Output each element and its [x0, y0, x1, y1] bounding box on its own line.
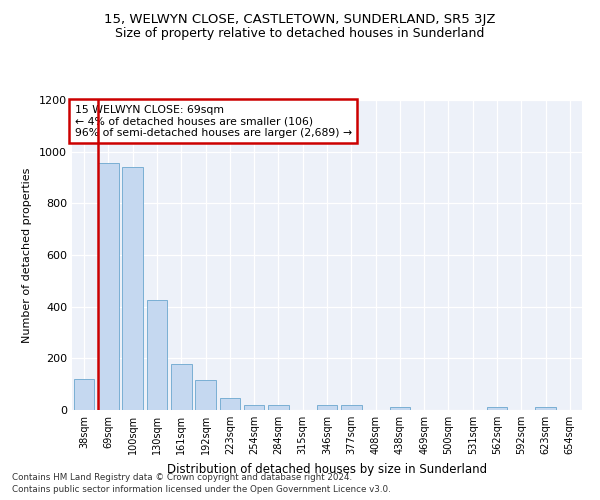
Bar	[487, 408, 508, 410]
Bar	[389, 408, 410, 410]
Text: Contains public sector information licensed under the Open Government Licence v3: Contains public sector information licen…	[12, 486, 391, 494]
Bar	[98, 164, 119, 410]
X-axis label: Distribution of detached houses by size in Sunderland: Distribution of detached houses by size …	[167, 462, 487, 475]
Y-axis label: Number of detached properties: Number of detached properties	[22, 168, 32, 342]
Bar	[268, 405, 289, 410]
Bar	[122, 167, 143, 410]
Bar	[171, 364, 191, 410]
Bar	[341, 405, 362, 410]
Text: 15, WELWYN CLOSE, CASTLETOWN, SUNDERLAND, SR5 3JZ: 15, WELWYN CLOSE, CASTLETOWN, SUNDERLAND…	[104, 12, 496, 26]
Text: Contains HM Land Registry data © Crown copyright and database right 2024.: Contains HM Land Registry data © Crown c…	[12, 473, 352, 482]
Bar	[146, 300, 167, 410]
Bar	[74, 379, 94, 410]
Bar	[195, 380, 216, 410]
Text: Size of property relative to detached houses in Sunderland: Size of property relative to detached ho…	[115, 28, 485, 40]
Bar	[317, 405, 337, 410]
Bar	[220, 398, 240, 410]
Bar	[535, 408, 556, 410]
Bar	[244, 405, 265, 410]
Text: 15 WELWYN CLOSE: 69sqm
← 4% of detached houses are smaller (106)
96% of semi-det: 15 WELWYN CLOSE: 69sqm ← 4% of detached …	[74, 104, 352, 138]
